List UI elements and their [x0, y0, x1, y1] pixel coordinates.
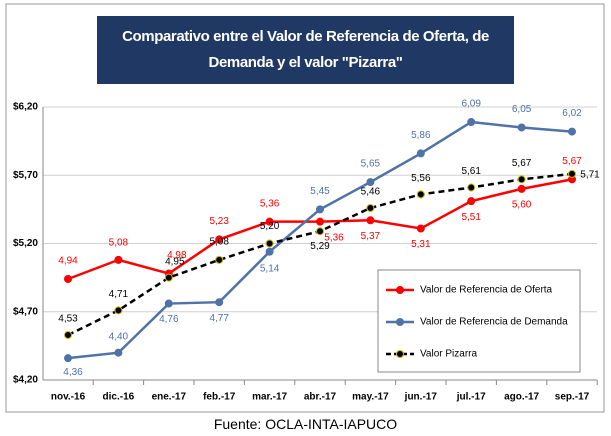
data-label: 6,09 [461, 99, 481, 110]
data-label: 5,36 [260, 198, 280, 209]
data-label: 4,95 [165, 256, 185, 267]
data-label: 5,45 [310, 186, 330, 197]
data-point [265, 217, 274, 226]
x-tick-label: dic.-16 [103, 392, 135, 403]
data-point [114, 348, 123, 357]
y-tick-label: $4,70 [13, 306, 38, 317]
legend-marker [396, 286, 404, 294]
data-point [316, 217, 324, 226]
data-label: 5,14 [260, 263, 280, 274]
data-point [568, 169, 576, 178]
legend-label: Valor de Referencia de Oferta [420, 285, 553, 296]
data-label: 5,65 [361, 159, 381, 170]
data-label: 5,61 [461, 166, 481, 177]
x-tick-label: mar.-17 [252, 392, 287, 403]
y-tick-label: $5,70 [13, 170, 38, 181]
data-label: 4,77 [209, 313, 229, 324]
x-tick-label: sep.-17 [555, 392, 590, 403]
x-tick-label: ene.-17 [152, 392, 187, 403]
legend-label: Valor Pizarra [420, 349, 477, 360]
legend-marker [396, 318, 404, 326]
data-label: 5,46 [361, 187, 381, 198]
data-point [467, 197, 476, 206]
data-label: 5,08 [209, 237, 229, 248]
data-label: 5,67 [512, 158, 532, 169]
y-tick-label: $5,20 [13, 238, 38, 249]
y-tick-label: $4,20 [13, 375, 38, 386]
data-label: 4,53 [58, 314, 78, 325]
data-point [568, 127, 576, 136]
data-point [467, 183, 476, 192]
data-point [366, 216, 375, 225]
data-label: 4,71 [109, 289, 129, 300]
y-tick-label: $6,20 [13, 102, 38, 113]
data-label: 6,02 [562, 108, 582, 119]
data-point [467, 118, 476, 127]
legend-marker [396, 350, 404, 358]
x-tick-label: feb.-17 [203, 392, 236, 403]
data-point [164, 299, 173, 308]
data-label: 5,23 [209, 216, 229, 227]
data-label: 6,05 [512, 104, 532, 115]
x-tick-label: ago.-17 [504, 392, 539, 403]
data-label: 4,36 [63, 367, 83, 378]
data-point [416, 190, 425, 199]
data-point [416, 224, 425, 233]
data-label: 5,31 [411, 239, 431, 250]
data-label: 5,71 [580, 170, 600, 181]
data-label: 4,98 [167, 250, 187, 261]
data-label: 4,76 [159, 314, 179, 325]
data-point [64, 330, 72, 339]
x-tick-label: jun.-17 [404, 392, 438, 403]
data-point [416, 149, 425, 158]
data-label: 4,94 [58, 256, 78, 267]
data-point [114, 255, 123, 264]
data-point [517, 123, 526, 132]
data-label: 5,20 [260, 221, 280, 232]
data-label: 5,60 [512, 200, 532, 211]
data-point [215, 298, 224, 307]
chart-title: Comparativo entre el Valor de Referencia… [97, 16, 514, 84]
data-point [164, 273, 173, 282]
x-tick-label: jul.-17 [456, 392, 486, 403]
x-tick-label: nov.-16 [51, 392, 86, 403]
data-point [215, 255, 224, 264]
data-label: 4,40 [109, 331, 129, 342]
data-label: 5,51 [461, 212, 481, 223]
data-point [64, 354, 72, 363]
data-label: 5,67 [562, 156, 582, 167]
data-point [366, 204, 375, 213]
data-label: 5,29 [310, 241, 330, 252]
data-point [64, 274, 72, 283]
source-note: Fuente: OCLA-INTA-IAPUCO [213, 416, 398, 432]
data-point [316, 205, 324, 214]
data-point [517, 184, 526, 193]
data-point [517, 175, 526, 184]
x-tick-label: may.-17 [352, 392, 389, 403]
data-point [265, 239, 274, 248]
data-point [114, 306, 123, 315]
data-label: 5,36 [324, 232, 344, 243]
legend-label: Valor de Referencia de Demanda [420, 317, 568, 328]
data-point [316, 227, 324, 236]
data-label: 5,56 [411, 173, 431, 184]
data-label: 5,37 [361, 231, 381, 242]
data-point [215, 235, 224, 244]
data-label: 5,08 [109, 238, 129, 249]
data-point [265, 247, 274, 256]
data-label: 5,86 [411, 130, 431, 141]
data-point [366, 178, 375, 187]
x-tick-label: abr.-17 [304, 392, 337, 403]
